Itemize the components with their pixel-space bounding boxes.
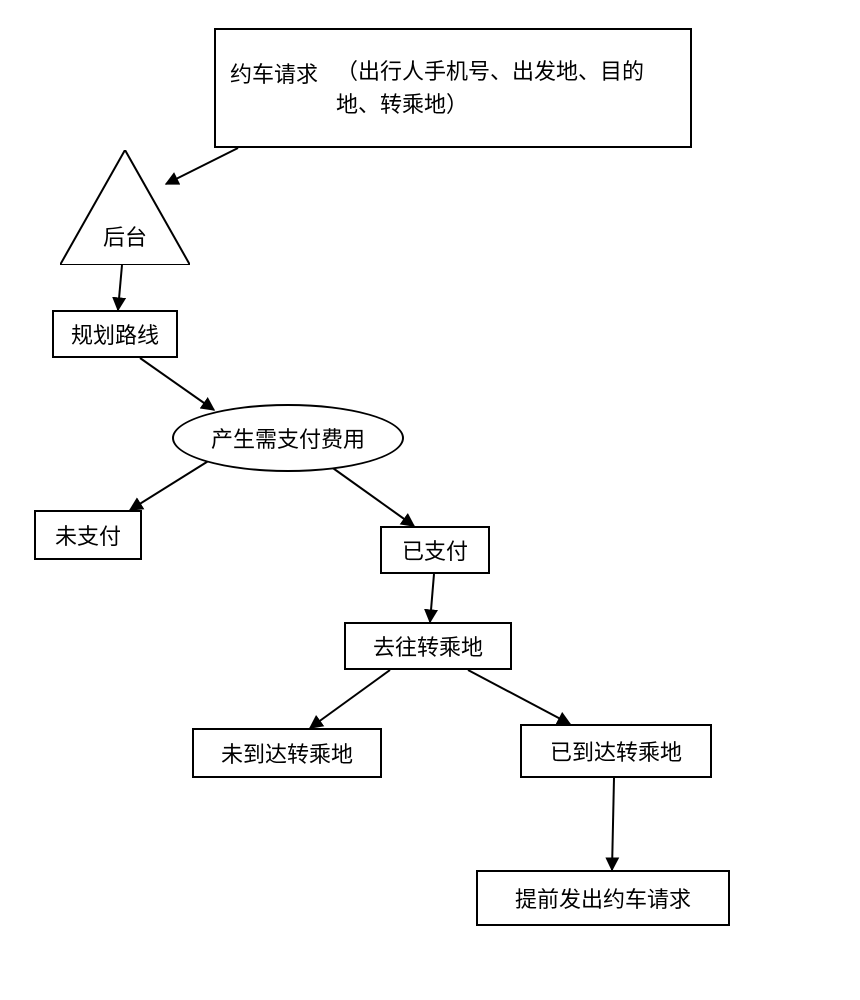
- node-cost: 产生需支付费用: [172, 404, 404, 472]
- node-backend-label: 后台: [60, 220, 190, 252]
- node-plan-label: 规划路线: [71, 318, 159, 350]
- node-paid-label: 已支付: [402, 534, 468, 566]
- node-request: 约车请求 （出行人手机号、出发地、目的地、转乘地）: [214, 28, 692, 148]
- node-paid: 已支付: [380, 526, 490, 574]
- node-unpaid-label: 未支付: [55, 519, 121, 551]
- node-goto-transfer: 去往转乘地: [344, 622, 512, 670]
- node-arrived: 已到达转乘地: [520, 724, 712, 778]
- node-plan: 规划路线: [52, 310, 178, 358]
- node-cost-label: 产生需支付费用: [211, 422, 365, 454]
- node-advance-request: 提前发出约车请求: [476, 870, 730, 926]
- node-arrived-label: 已到达转乘地: [550, 735, 682, 767]
- node-not-arrived-label: 未到达转乘地: [221, 737, 353, 769]
- node-request-sub: （出行人手机号、出发地、目的地、转乘地）: [336, 55, 676, 121]
- node-not-arrived: 未到达转乘地: [192, 728, 382, 778]
- node-advance-label: 提前发出约车请求: [515, 882, 691, 914]
- node-request-main: 约车请求: [230, 55, 318, 121]
- node-backend: 后台: [60, 150, 190, 265]
- node-unpaid: 未支付: [34, 510, 142, 560]
- node-goto-label: 去往转乘地: [373, 630, 483, 662]
